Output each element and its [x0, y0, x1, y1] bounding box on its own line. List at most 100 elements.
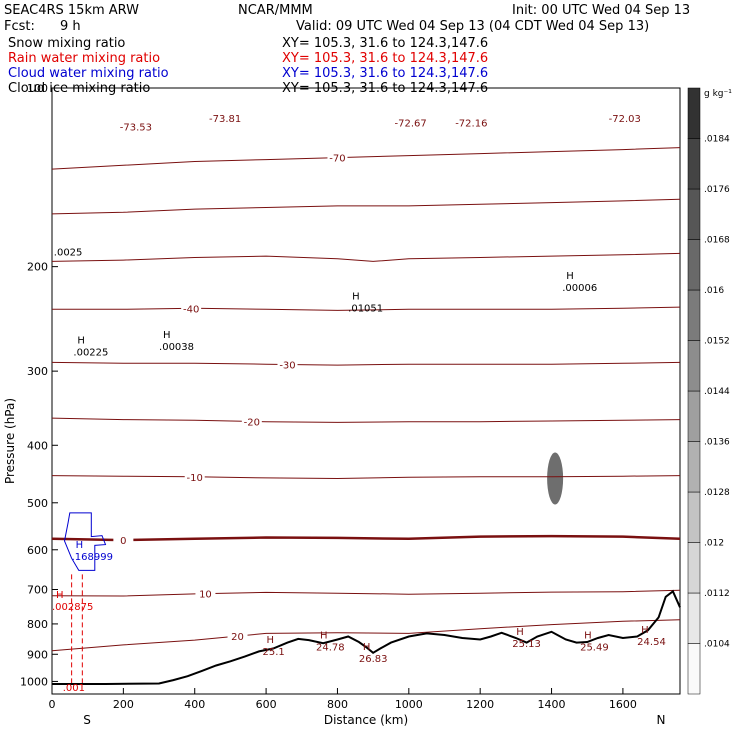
colorbar-tick-label: .012 — [704, 539, 724, 549]
max-value-label: .001 — [63, 683, 85, 694]
isotherm-label-bg — [277, 358, 298, 371]
colorbar-swatch — [687, 188, 701, 240]
max-marker: H — [76, 540, 84, 551]
x-axis-label: Distance (km) — [324, 713, 408, 727]
max-value-label: 24.54 — [637, 637, 666, 648]
plot-frame — [51, 87, 681, 695]
isotherm-label: 10 — [199, 590, 212, 601]
colorbar-tick-label: .0128 — [704, 488, 730, 498]
left-end-label: S — [83, 713, 91, 727]
y-tick-label: 500 — [27, 497, 48, 510]
isotherm-label: -40 — [183, 304, 199, 315]
max-value-label: 25.49 — [580, 642, 609, 653]
shaded-field-max — [547, 452, 564, 505]
max-marker: H — [56, 590, 64, 601]
isotherm-label: -20 — [244, 417, 260, 428]
isotherm-label-bg — [241, 415, 262, 428]
isotherm-label: -10 — [187, 473, 203, 484]
colorbar-tick-label: .0152 — [704, 337, 730, 347]
colorbar-tick-label: .0176 — [704, 185, 730, 195]
field-xy-cloud-water: XY= 105.3, 31.6 to 124.3,147.6 — [282, 66, 488, 81]
max-value-label: .00225 — [73, 347, 108, 358]
colorbar-swatch — [687, 340, 701, 392]
colorbar-swatch — [687, 390, 701, 442]
y-tick-label: 100 — [27, 82, 48, 95]
field-name-snow: Snow mixing ratio — [8, 36, 125, 51]
valid-time: Valid: 09 UTC Wed 04 Sep 13 (04 CDT Wed … — [296, 19, 649, 34]
isotherm-line — [51, 417, 681, 423]
max-value-label: 25.13 — [512, 639, 541, 650]
isotherm-label-bg — [181, 302, 202, 315]
field-xy-rain: XY= 105.3, 31.6 to 124.3,147.6 — [282, 51, 488, 66]
max-value-label: 26.83 — [359, 654, 388, 665]
colorbar-tick-label: .0136 — [704, 438, 730, 448]
top-temperature-label: -72.03 — [609, 114, 641, 125]
x-tick-label: 600 — [256, 698, 277, 711]
isotherm-label-bg — [195, 587, 216, 600]
max-marker: H — [77, 335, 85, 346]
max-value-label: 24.78 — [316, 642, 345, 653]
y-tick-label: 800 — [27, 618, 48, 631]
right-end-label: N — [657, 713, 666, 727]
isotherm-label: 0 — [120, 536, 126, 547]
colorbar-tick-label: .0184 — [704, 135, 730, 145]
max-value-label: .168999 — [72, 552, 113, 563]
y-tick-label: 200 — [27, 261, 48, 274]
max-marker: H — [267, 635, 275, 646]
max-value-label: .0025 — [54, 247, 83, 258]
top-temperature-label: -73.81 — [209, 114, 241, 125]
max-marker: H — [363, 642, 371, 653]
isotherm-line — [51, 147, 681, 170]
cloud-water-contour — [63, 512, 107, 571]
field-name-rain: Rain water mixing ratio — [8, 51, 160, 66]
isotherm-line — [52, 306, 681, 311]
y-tick-label: 1000 — [20, 675, 48, 688]
colorbar: .0104 .0112 .012 .0128 .0136 .0144 .0152 .016 .0… — [687, 87, 730, 695]
colorbar-swatch — [687, 643, 701, 695]
max-marker: H — [352, 291, 360, 302]
model-title: SEAC4RS 15km ARW — [4, 3, 139, 18]
center-label: NCAR/MMM — [238, 3, 313, 18]
max-value-label: .002875 — [52, 602, 93, 613]
colorbar-tick-label: .0104 — [704, 640, 730, 650]
isotherm-label: -30 — [279, 360, 295, 371]
isotherm-line — [51, 252, 681, 262]
max-marker: H — [584, 630, 592, 641]
x-tick-label: 400 — [184, 698, 205, 711]
init-time: Init: 00 UTC Wed 04 Sep 13 — [512, 3, 690, 18]
isotherm-line — [51, 475, 681, 480]
x-tick-label: 800 — [327, 698, 348, 711]
max-marker: H — [566, 271, 574, 282]
colorbar-swatch — [687, 491, 701, 543]
terrain-line — [51, 589, 681, 686]
isotherm-label-bg — [227, 630, 248, 643]
isotherm-line — [51, 198, 681, 215]
colorbar-swatch — [687, 138, 701, 190]
isotherm-label-bg — [184, 470, 205, 483]
colorbar-swatch — [687, 592, 701, 644]
colorbar-swatch — [687, 239, 701, 291]
fcst-label: Fcst: — [4, 19, 35, 34]
max-marker: H — [641, 625, 649, 636]
y-tick-label: 700 — [27, 584, 48, 597]
isotherm-line — [51, 589, 681, 597]
isotherm-line — [51, 361, 681, 366]
x-tick-label: 0 — [49, 698, 56, 711]
top-temperature-label: -72.16 — [455, 118, 487, 129]
max-marker: H — [163, 330, 171, 341]
y-axis-label: Pressure (hPa) — [3, 398, 17, 484]
max-marker: H — [516, 627, 524, 638]
colorbar-swatch — [687, 87, 701, 139]
max-value-label: .00006 — [562, 283, 597, 294]
field-xy-snow: XY= 105.3, 31.6 to 124.3,147.6 — [282, 36, 488, 51]
x-tick-label: 1000 — [395, 698, 423, 711]
y-tick-label: 400 — [27, 439, 48, 452]
top-temperature-label: -73.53 — [120, 123, 152, 134]
isotherm-label-bg — [327, 151, 348, 164]
colorbar-swatch — [687, 441, 701, 493]
max-value-label: 25.1 — [263, 647, 285, 658]
isotherm-label: 20 — [231, 632, 244, 643]
isotherm-label-bg — [113, 534, 134, 547]
